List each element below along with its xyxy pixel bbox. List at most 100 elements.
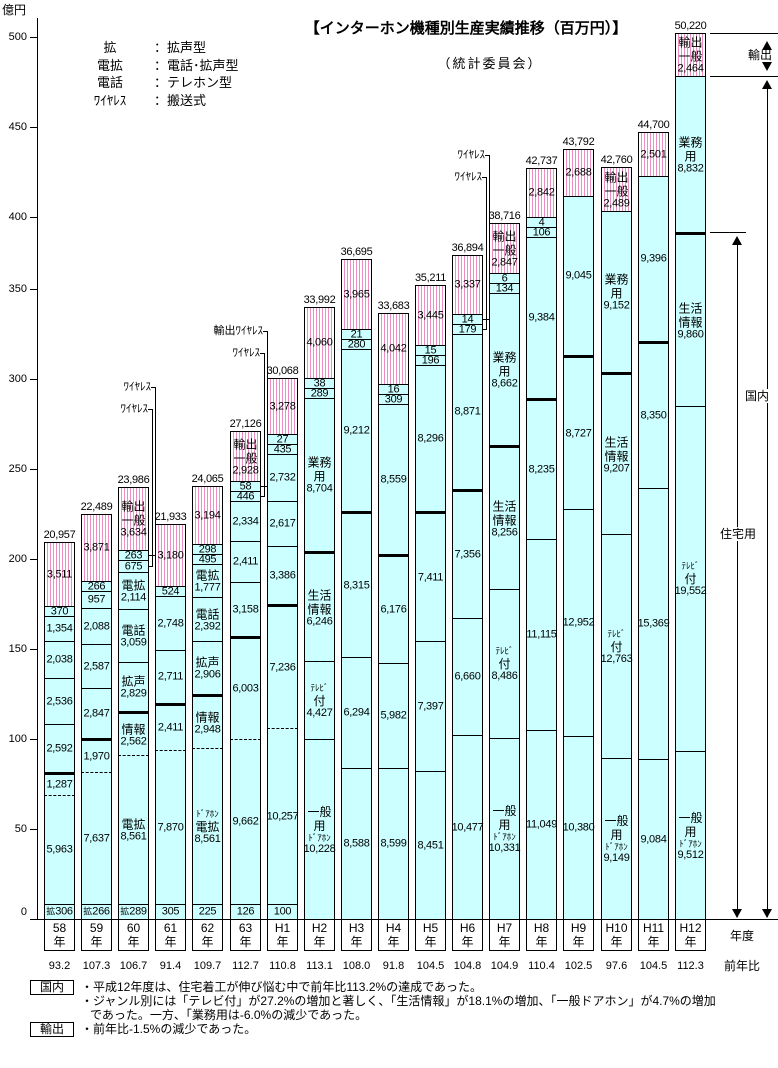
domestic-segment: 15: [415, 345, 446, 356]
domestic-range-label: 国内: [745, 389, 770, 403]
segment-value: 2,501: [640, 148, 667, 160]
segment-label: 2,038: [39, 654, 80, 666]
domestic-segment: 1,354: [44, 616, 75, 641]
export-segment: 輸出 一般 3,634: [118, 487, 149, 550]
segment-label: 100: [262, 906, 303, 918]
year-suffix: 年: [684, 935, 697, 949]
legend-item: 電話 ：テレホン型: [80, 74, 239, 92]
x-axis-year-label: 60 年: [118, 919, 149, 951]
year-suffix: 年: [387, 935, 400, 949]
segment-label: 289: [299, 388, 340, 399]
segment-label: 1,970: [76, 751, 117, 762]
segment-label: 電話 3,059: [113, 624, 154, 649]
year-value: 60: [126, 921, 141, 935]
segment-category-label: ﾃﾚﾋﾞ: [681, 561, 700, 571]
domestic-segment: 5,982: [378, 663, 409, 768]
legend-abbr: 電拡: [96, 57, 123, 73]
bar-total-label: 22,489: [80, 501, 113, 513]
y-axis-tick-label: 250: [8, 463, 27, 475]
segment-value: 1,970: [83, 750, 110, 762]
segment-label: 輸出 一般 2,928: [225, 437, 266, 476]
year-suffix: 年: [90, 935, 103, 949]
domestic-segment: 9,045: [563, 196, 594, 355]
export-segment: 輸出 一般 2,464: [675, 33, 706, 76]
segment-value: 6,294: [343, 706, 370, 719]
chart-subtitle: （統計委員会）: [437, 56, 543, 71]
x-axis-year-label: H4 年: [378, 919, 409, 951]
y-axis-tick: [30, 379, 37, 380]
year-suffix: 年: [201, 935, 214, 949]
segment-value: 9,149: [603, 852, 630, 864]
y-axis-tick: [30, 649, 37, 650]
domestic-segment: 6,660: [452, 618, 483, 735]
domestic-segment: 業務用 8,662: [489, 293, 520, 445]
domestic-segment: 生活 情報 9,860: [675, 232, 706, 406]
segment-label: 一般用ﾄﾞｱﾎﾝ 9,512: [670, 811, 711, 861]
yoy-value: 104.5: [639, 960, 668, 972]
year-suffix: 年: [461, 935, 474, 949]
segment-label: 業務用 8,704: [299, 456, 340, 495]
domestic-segment: 1,970: [81, 738, 112, 772]
segment-value: 15: [424, 344, 437, 356]
x-axis-year-label: H10 年: [601, 919, 632, 951]
segment-label: 拡声 2,829: [113, 675, 154, 700]
legend-desc: ：拡声型: [154, 40, 207, 55]
segment-label: 9,662: [225, 815, 266, 828]
x-axis-year-label: H3 年: [341, 919, 372, 951]
segment-label: 2,536: [39, 696, 80, 707]
segment-value: 8,832: [677, 162, 704, 174]
yoy-value: 104.5: [416, 960, 445, 972]
x-axis-year-label: 59 年: [81, 919, 112, 951]
segment-label: ﾃﾚﾋﾞ付 19,552: [670, 561, 711, 597]
bar-59: 拡266 7,637 1,970 2,847 2,587 2,088 957 266 3,871: [81, 514, 112, 919]
domestic-segment: ﾃﾚﾋﾞ付 4,427: [304, 661, 335, 739]
y-axis-tick: [30, 217, 37, 218]
segment-label: 9,045: [558, 270, 599, 282]
segment-value: 8,235: [528, 463, 555, 476]
yoy-value: 113.1: [306, 960, 333, 972]
segment-label: 21: [336, 329, 377, 340]
segment-value: 2,829: [120, 687, 147, 700]
segment-label: 情報 2,948: [187, 710, 228, 735]
segment-value: 12,952: [562, 616, 595, 629]
domestic-segment: 11,049: [526, 730, 557, 919]
segment-value: 1,287: [46, 778, 73, 791]
segment-category-label: 付: [610, 639, 623, 654]
y-axis-tick: [30, 829, 37, 830]
domestic-segment: 370: [44, 606, 75, 617]
segment-category-label: 一般: [492, 804, 517, 818]
segment-value: 524: [161, 585, 180, 597]
year-value: H7: [496, 921, 513, 935]
legend-desc: ：テレホン型: [154, 75, 233, 90]
year-suffix: 年: [53, 935, 66, 949]
segment-label: 7,397: [410, 701, 451, 712]
segment-value: 5,963: [46, 843, 73, 856]
segment-category-label: 拡声: [121, 674, 146, 689]
segment-value: 2,847: [491, 256, 518, 268]
segment-value: 675: [124, 560, 143, 572]
domestic-segment: 15,369: [638, 488, 670, 759]
year-suffix: 年: [127, 935, 140, 949]
segment-value: 2,489: [603, 197, 630, 209]
callout-connector: [263, 331, 268, 332]
segment-label: 2,732: [262, 472, 303, 484]
segment-value: 2,411: [232, 555, 259, 568]
segment-value: 5,982: [380, 709, 407, 722]
segment-label: ﾃﾚﾋﾞ付 4,427: [299, 683, 340, 719]
domestic-segment: 拡306: [44, 904, 75, 919]
bar-total-label: 36,894: [451, 242, 484, 254]
segment-value: 21: [350, 328, 363, 340]
domestic-segment: 2,592: [44, 724, 75, 772]
bar-H2: 一般用ﾄﾞｱﾎﾝ 10,228 ﾃﾚﾋﾞ付 4,427 生活 情報 6,246 業務用 8,70…: [304, 307, 336, 919]
arrow-up-icon: [732, 236, 742, 245]
callout-line: [155, 387, 156, 556]
segment-value: 9,662: [232, 815, 259, 828]
segment-label: 一般用ﾄﾞｱﾎﾝ 10,228: [299, 805, 340, 855]
segment-value: 9,084: [640, 833, 667, 845]
segment-value: 1,354: [46, 622, 73, 635]
segment-label: 輸出 一般 3,634: [113, 500, 154, 539]
y-axis-tick-label: 100: [8, 733, 27, 745]
segment-value: 3,965: [343, 288, 370, 300]
domestic-segment: 2,411: [230, 541, 261, 582]
segment-value: 2,411: [157, 721, 184, 734]
